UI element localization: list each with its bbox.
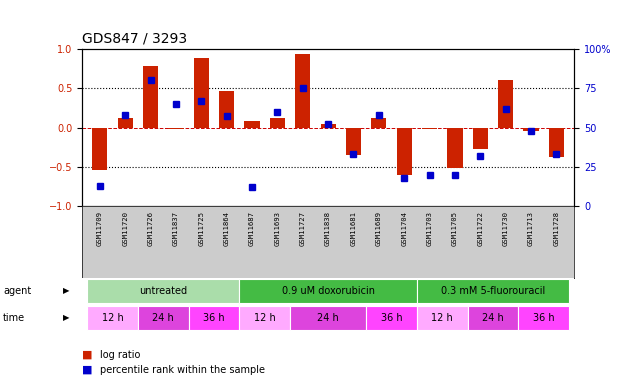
Bar — [239, 306, 290, 330]
Text: GSM11704: GSM11704 — [401, 211, 407, 246]
Text: GSM11713: GSM11713 — [528, 211, 534, 246]
Text: 0.9 uM doxorubicin: 0.9 uM doxorubicin — [281, 286, 375, 296]
Text: 12 h: 12 h — [102, 313, 123, 323]
Bar — [519, 306, 569, 330]
Bar — [468, 306, 519, 330]
Bar — [549, 128, 564, 158]
Text: 24 h: 24 h — [152, 313, 174, 323]
Text: GSM11720: GSM11720 — [122, 211, 128, 246]
Text: 36 h: 36 h — [203, 313, 225, 323]
Text: GSM11705: GSM11705 — [452, 211, 458, 246]
Bar — [87, 306, 138, 330]
Bar — [92, 128, 107, 170]
Bar — [524, 128, 539, 132]
Bar — [270, 118, 285, 128]
Text: time: time — [3, 313, 25, 323]
Text: GSM11689: GSM11689 — [376, 211, 382, 246]
Text: ▶: ▶ — [63, 286, 69, 296]
Text: 36 h: 36 h — [533, 313, 555, 323]
Text: 24 h: 24 h — [482, 313, 504, 323]
Text: 12 h: 12 h — [254, 313, 276, 323]
Text: 36 h: 36 h — [380, 313, 403, 323]
Text: 0.3 mM 5-fluorouracil: 0.3 mM 5-fluorouracil — [441, 286, 545, 296]
Text: GSM11727: GSM11727 — [300, 211, 306, 246]
Bar — [417, 306, 468, 330]
Bar — [366, 306, 417, 330]
Text: GSM11703: GSM11703 — [427, 211, 433, 246]
Bar — [417, 279, 569, 303]
Bar — [219, 91, 234, 128]
Text: GSM11728: GSM11728 — [553, 211, 560, 246]
Text: 12 h: 12 h — [432, 313, 453, 323]
Text: ■: ■ — [82, 350, 93, 360]
Bar — [473, 128, 488, 149]
Bar — [87, 279, 239, 303]
Text: percentile rank within the sample: percentile rank within the sample — [100, 364, 264, 375]
Bar — [194, 58, 209, 128]
Bar — [138, 306, 189, 330]
Text: GSM11681: GSM11681 — [350, 211, 357, 246]
Text: GSM11693: GSM11693 — [274, 211, 280, 246]
Bar — [498, 80, 514, 128]
Bar — [371, 118, 386, 128]
Bar — [447, 128, 463, 168]
Text: untreated: untreated — [139, 286, 187, 296]
Text: agent: agent — [3, 286, 32, 296]
Text: log ratio: log ratio — [100, 350, 140, 360]
Bar — [239, 279, 417, 303]
Text: GSM11837: GSM11837 — [173, 211, 179, 246]
Bar — [397, 128, 412, 175]
Bar — [295, 54, 310, 128]
Text: GSM11709: GSM11709 — [97, 211, 103, 246]
Bar — [346, 128, 361, 155]
Text: ▶: ▶ — [63, 314, 69, 322]
Bar — [189, 306, 239, 330]
Text: GSM11726: GSM11726 — [148, 211, 153, 246]
Bar — [117, 118, 133, 128]
Text: GSM11722: GSM11722 — [477, 211, 483, 246]
Text: 24 h: 24 h — [317, 313, 339, 323]
Text: GSM11687: GSM11687 — [249, 211, 255, 246]
Bar — [290, 306, 366, 330]
Text: GDS847 / 3293: GDS847 / 3293 — [82, 31, 187, 45]
Bar — [244, 121, 259, 128]
Text: GSM11730: GSM11730 — [503, 211, 509, 246]
Text: GSM11725: GSM11725 — [198, 211, 204, 246]
Bar — [143, 66, 158, 128]
Bar — [422, 128, 437, 129]
Text: ■: ■ — [82, 364, 93, 375]
Text: GSM11864: GSM11864 — [223, 211, 230, 246]
Text: GSM11838: GSM11838 — [325, 211, 331, 246]
Bar — [321, 124, 336, 128]
Bar — [168, 128, 184, 129]
